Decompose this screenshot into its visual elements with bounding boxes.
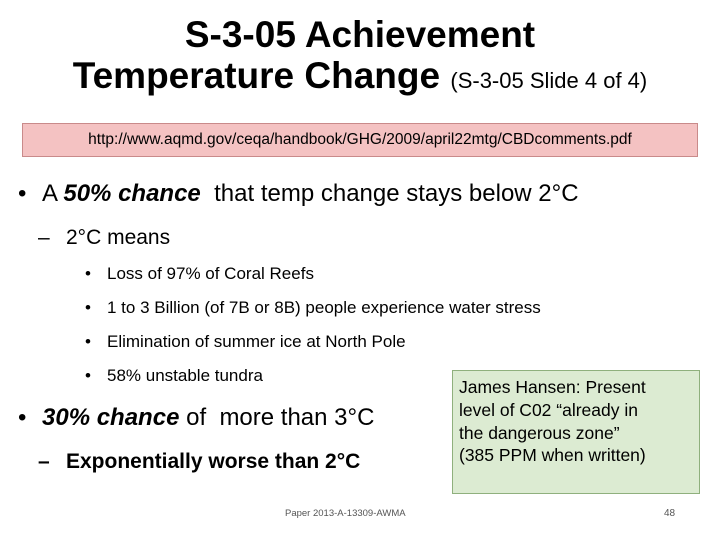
bullet-icon: • <box>18 404 27 431</box>
bullet-icon: • <box>85 366 91 385</box>
dash-icon: – <box>38 226 50 249</box>
callout-line: level of C02 “already in <box>459 399 638 420</box>
list-item: • Elimination of summer ice at North Pole <box>85 332 406 352</box>
list-item-text: Loss of 97% of Coral Reefs <box>107 264 314 283</box>
callout-line: (385 PPM when written) <box>459 445 646 466</box>
slide-title: S-3-05 Achievement Temperature Change (S… <box>0 14 720 97</box>
sub-bullet-exponentially-worse: – Exponentially worse than 2°C <box>38 450 360 474</box>
sub-bullet-2c-means: –2°C means <box>38 226 170 250</box>
bullet-50-percent: • A 50% chance that temp change stays bel… <box>18 180 579 208</box>
bullet-emphasis: 30% chance <box>42 404 180 431</box>
dash-icon: – <box>38 450 50 473</box>
bullet-emphasis: 50% chance <box>63 180 201 207</box>
list-item: • Loss of 97% of Coral Reefs <box>85 264 314 284</box>
sub-bullet-text: Exponentially worse than 2°C <box>66 450 361 473</box>
page-number: 48 <box>664 508 676 519</box>
title-line-2: Temperature Change (S-3-05 Slide 4 of 4) <box>0 55 720 96</box>
bullet-prefix: A <box>42 180 64 207</box>
title-main: Temperature Change <box>72 55 441 97</box>
bullet-text: that temp change stays below 2°C <box>200 180 579 207</box>
callout-line: the dangerous zone” <box>459 422 620 443</box>
bullet-icon: • <box>18 180 27 207</box>
list-item: • 1 to 3 Billion (of 7B or 8B) people exp… <box>85 298 541 318</box>
bullet-30-percent: • 30% chance of more than 3°C <box>18 404 374 432</box>
source-url-box: http://www.aqmd.gov/ceqa/handbook/GHG/20… <box>22 123 698 157</box>
list-item-text: Elimination of summer ice at North Pole <box>107 332 406 351</box>
callout-line: James Hansen: Present <box>459 377 646 397</box>
source-url-link[interactable]: http://www.aqmd.gov/ceqa/handbook/GHG/20… <box>88 131 632 148</box>
bullet-text: of more than 3°C <box>179 404 375 431</box>
list-item-text: 58% unstable tundra <box>107 366 263 385</box>
list-item: • 58% unstable tundra <box>85 366 263 386</box>
bullet-icon: • <box>85 298 91 317</box>
bullet-icon: • <box>85 264 91 283</box>
list-item-text: 1 to 3 Billion (of 7B or 8B) people expe… <box>107 298 541 317</box>
title-subtitle: (S-3-05 Slide 4 of 4) <box>450 68 648 94</box>
footer-paper-id: Paper 2013-A-13309-AWMA <box>285 508 406 519</box>
hansen-callout-box: James Hansen: Present level of C02 “alre… <box>452 370 700 494</box>
bullet-icon: • <box>85 332 91 351</box>
title-line-1: S-3-05 Achievement <box>184 14 536 55</box>
sub-bullet-text: 2°C means <box>66 226 171 249</box>
